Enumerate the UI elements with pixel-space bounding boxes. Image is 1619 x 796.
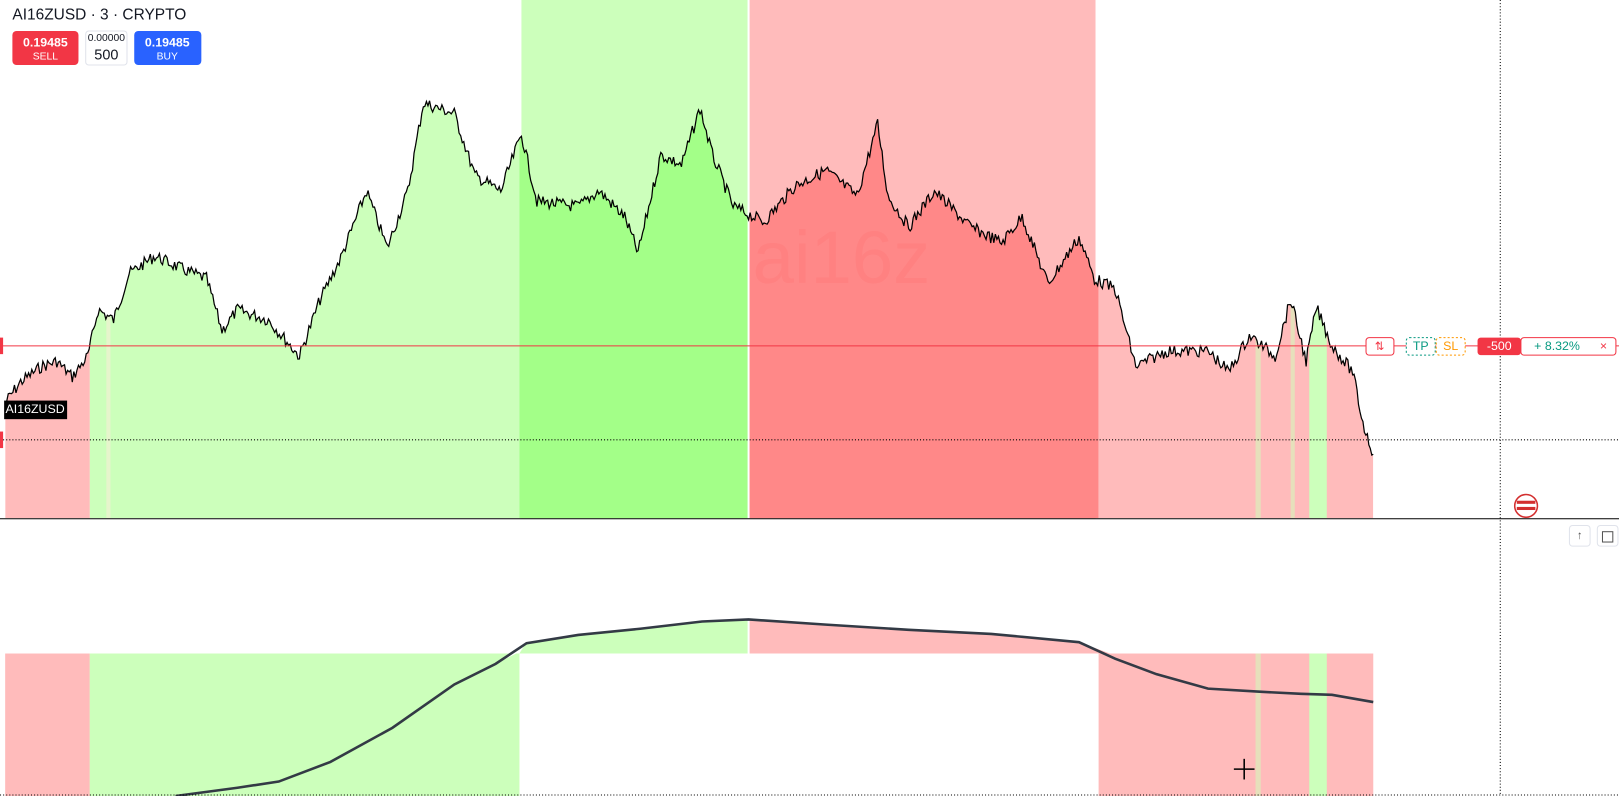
band [1309, 653, 1327, 796]
quantity-input[interactable] [85, 30, 128, 66]
delete-button[interactable] [1596, 524, 1619, 547]
buy-label: BUY [157, 52, 178, 63]
band [1098, 100, 1374, 519]
band [1255, 100, 1261, 519]
band [5, 100, 90, 519]
indicator-pane [5, 618, 1374, 796]
band [5, 653, 90, 796]
pnl-box [1520, 337, 1617, 356]
position-marker [0, 337, 4, 355]
flag-stripe [1516, 506, 1536, 511]
cursor [1233, 758, 1255, 780]
flag-icon[interactable] [1513, 493, 1539, 519]
position-pnl: + 8.32% [1534, 339, 1580, 353]
reverse-icon: ⇅ [1375, 341, 1385, 353]
sell-label: SELL [33, 52, 58, 63]
price-line [4, 99, 1374, 457]
sl-label: SL [1443, 339, 1458, 353]
move-up-icon: ↑ [1577, 530, 1583, 542]
sell-button[interactable] [12, 30, 79, 66]
band [1290, 100, 1295, 519]
delete-icon [1601, 531, 1614, 543]
tp-label: TP [1413, 339, 1429, 353]
band [89, 653, 520, 796]
buy-button[interactable] [134, 30, 202, 66]
quantity: 500 [94, 48, 118, 64]
flag-stripe [1516, 500, 1536, 504]
band [749, 619, 1110, 654]
watermark: ai16z [753, 216, 931, 299]
close-button[interactable]: × [1600, 339, 1607, 353]
symbol-title: AI16ZUSD · 3 · CRYPTO [12, 7, 186, 24]
band [106, 100, 111, 519]
tp-button[interactable] [1405, 337, 1436, 356]
band [519, 619, 748, 654]
sl-button[interactable] [1435, 337, 1466, 356]
reverse-button[interactable] [1365, 337, 1395, 356]
move-up-button[interactable] [1568, 524, 1591, 547]
band [1098, 653, 1374, 796]
last-price-marker [0, 431, 4, 449]
sell-price: 0.19485 [23, 36, 68, 50]
spread: 0.00000 [88, 33, 126, 44]
band [1255, 653, 1261, 796]
indicator-line [175, 618, 1374, 796]
order-panel: 0.19485 SELL 0.00000 500 0.19485 BUY [12, 30, 202, 66]
quantity-box [1477, 337, 1521, 356]
band [1309, 100, 1327, 519]
position-widget: ⇅ TP SL -500 + 8.32% × [1365, 337, 1617, 356]
buy-price: 0.19485 [145, 36, 190, 50]
position-quantity: -500 [1487, 339, 1512, 353]
symbol-label: AI16ZUSD [6, 402, 65, 416]
symbol-tag [4, 400, 68, 420]
